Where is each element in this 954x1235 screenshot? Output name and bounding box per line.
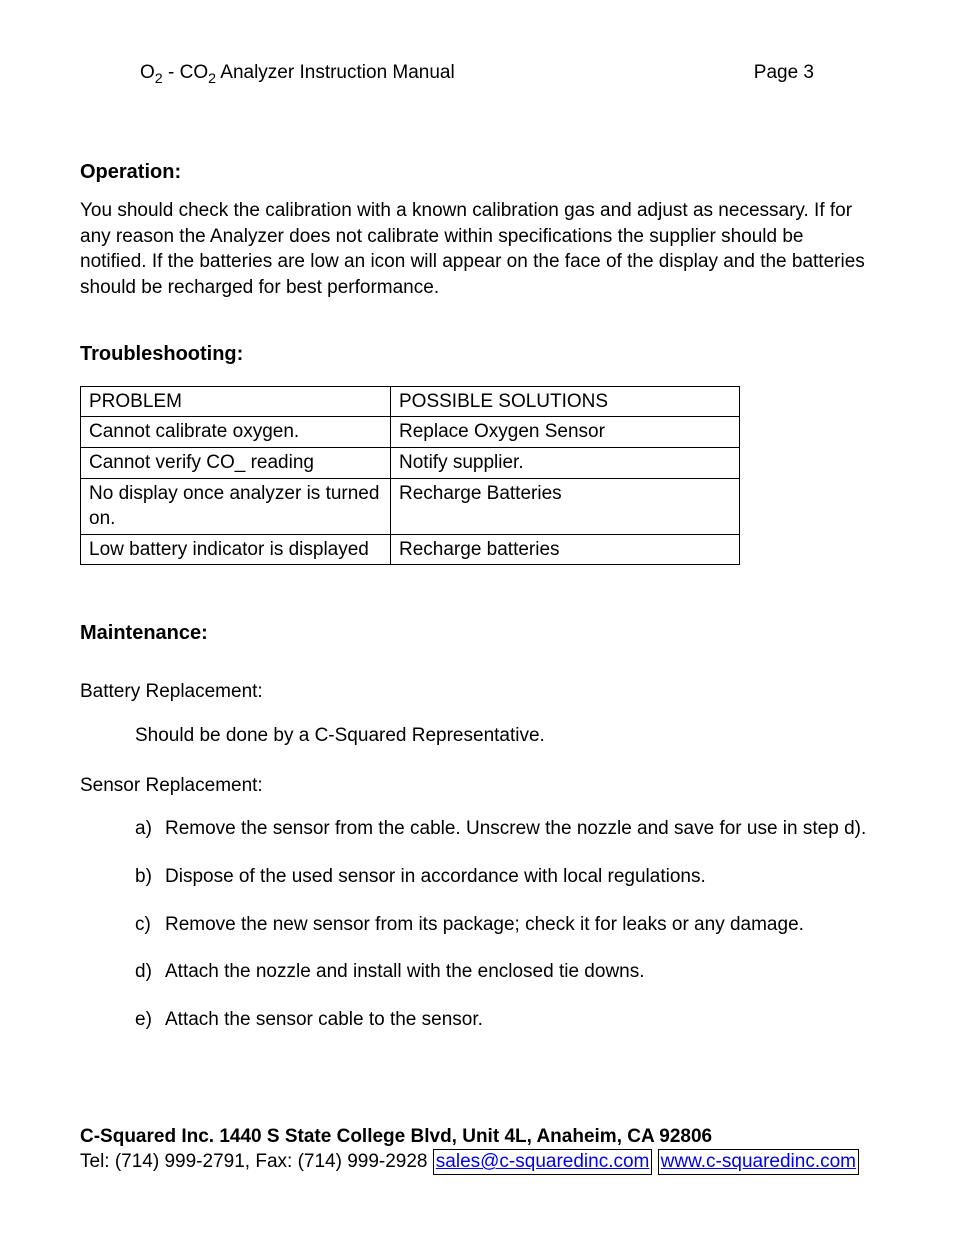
table-row: Cannot calibrate oxygen. Replace Oxygen … xyxy=(81,417,740,448)
title-text-post: Analyzer Instruction Manual xyxy=(216,62,455,83)
list-marker: d) xyxy=(135,959,165,985)
footer-website-link[interactable]: www.c-squaredinc.com xyxy=(658,1149,859,1175)
list-item: b)Dispose of the used sensor in accordan… xyxy=(135,864,874,890)
page-footer: C-Squared Inc. 1440 S State College Blvd… xyxy=(80,1124,874,1175)
list-marker: e) xyxy=(135,1007,165,1033)
table-header-problem: PROBLEM xyxy=(81,386,391,417)
table-cell: Notify supplier. xyxy=(391,447,740,478)
table-row: Cannot verify CO_ reading Notify supplie… xyxy=(81,447,740,478)
table-cell: Low battery indicator is displayed xyxy=(81,534,391,565)
table-cell: Cannot calibrate oxygen. xyxy=(81,417,391,448)
footer-address: C-Squared Inc. 1440 S State College Blvd… xyxy=(80,1124,874,1150)
list-text: Remove the new sensor from its package; … xyxy=(165,914,804,935)
footer-contact: Tel: (714) 999-2791, Fax: (714) 999-2928… xyxy=(80,1149,874,1175)
list-text: Attach the sensor cable to the sensor. xyxy=(165,1009,483,1030)
title-sub2: 2 xyxy=(208,71,216,87)
battery-replacement-label: Battery Replacement: xyxy=(80,679,874,705)
title-text-mid: - CO xyxy=(163,62,208,83)
list-text: Attach the nozzle and install with the e… xyxy=(165,961,645,982)
document-page: O2 - CO2 Analyzer Instruction Manual Pag… xyxy=(0,0,954,1033)
footer-phone-fax: Tel: (714) 999-2791, Fax: (714) 999-2928 xyxy=(80,1151,433,1172)
title-text-pre: O xyxy=(140,62,155,83)
doc-title: O2 - CO2 Analyzer Instruction Manual xyxy=(140,60,754,89)
page-header: O2 - CO2 Analyzer Instruction Manual Pag… xyxy=(80,60,874,89)
list-marker: c) xyxy=(135,912,165,938)
battery-replacement-body: Should be done by a C-Squared Representa… xyxy=(80,723,874,749)
list-text: Remove the sensor from the cable. Unscre… xyxy=(165,818,866,839)
maintenance-heading: Maintenance: xyxy=(80,620,874,647)
table-cell: Cannot verify CO_ reading xyxy=(81,447,391,478)
list-item: d)Attach the nozzle and install with the… xyxy=(135,959,874,985)
table-cell: Recharge Batteries xyxy=(391,478,740,534)
table-row: No display once analyzer is turned on. R… xyxy=(81,478,740,534)
list-item: a)Remove the sensor from the cable. Unsc… xyxy=(135,816,874,842)
table-row: Low battery indicator is displayed Recha… xyxy=(81,534,740,565)
table-cell: No display once analyzer is turned on. xyxy=(81,478,391,534)
list-text: Dispose of the used sensor in accordance… xyxy=(165,866,706,887)
title-sub1: 2 xyxy=(155,71,163,87)
sensor-replacement-label: Sensor Replacement: xyxy=(80,773,874,799)
footer-email-link[interactable]: sales@c-squaredinc.com xyxy=(433,1149,653,1175)
sensor-steps-list: a)Remove the sensor from the cable. Unsc… xyxy=(80,816,874,1032)
operation-body: You should check the calibration with a … xyxy=(80,198,874,301)
troubleshooting-table: PROBLEM POSSIBLE SOLUTIONS Cannot calibr… xyxy=(80,386,740,566)
table-cell: Replace Oxygen Sensor xyxy=(391,417,740,448)
table-cell: Recharge batteries xyxy=(391,534,740,565)
table-header-solution: POSSIBLE SOLUTIONS xyxy=(391,386,740,417)
list-item: c)Remove the new sensor from its package… xyxy=(135,912,874,938)
table-header-row: PROBLEM POSSIBLE SOLUTIONS xyxy=(81,386,740,417)
list-item: e)Attach the sensor cable to the sensor. xyxy=(135,1007,874,1033)
list-marker: b) xyxy=(135,864,165,890)
list-marker: a) xyxy=(135,816,165,842)
troubleshooting-heading: Troubleshooting: xyxy=(80,341,874,368)
operation-heading: Operation: xyxy=(80,159,874,186)
page-number: Page 3 xyxy=(754,60,814,89)
